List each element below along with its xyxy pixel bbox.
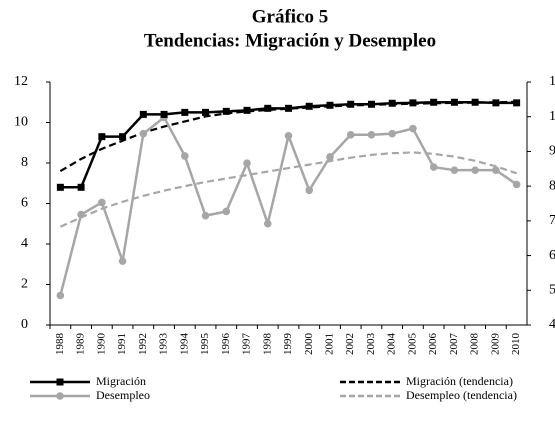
marker [201, 211, 210, 220]
x-tick-label: 2004 [386, 333, 398, 356]
marker [347, 100, 355, 108]
x-tick-label: 2000 [303, 333, 315, 356]
series-line [59, 115, 518, 296]
series-line [59, 151, 517, 228]
marker [98, 133, 106, 141]
marker [513, 99, 521, 107]
x-tick-label: 1993 [158, 333, 170, 356]
x-tick-label: 1998 [261, 333, 273, 356]
x-tick-label: 2006 [427, 333, 439, 356]
marker [222, 207, 231, 216]
marker [77, 183, 85, 191]
marker [243, 106, 251, 114]
x-tick-label: 1999 [282, 333, 294, 356]
legend-label: Desempleo [96, 388, 150, 402]
x-tick-label: 1995 [199, 333, 211, 356]
chart-title: Gráfico 5 [252, 6, 329, 27]
marker [202, 108, 210, 116]
y2-tick-label: 4 [549, 317, 555, 332]
x-tick-label: 2010 [510, 333, 522, 356]
marker [305, 102, 313, 110]
y2-tick-label: 7 [549, 213, 555, 228]
marker [181, 152, 189, 160]
x-tick-label: 1991 [116, 333, 128, 355]
marker [98, 198, 106, 207]
marker [388, 99, 396, 107]
x-tick-label: 1996 [220, 333, 232, 356]
legend-label: Migración (tendencia) [406, 374, 513, 388]
x-tick-label: 1990 [95, 333, 107, 356]
marker [77, 210, 85, 219]
y2-tick-label: 9 [549, 144, 555, 159]
series-line [60, 101, 517, 189]
y2-tick-label: 10 [549, 109, 555, 124]
marker [119, 133, 127, 141]
x-tick-label: 1997 [241, 333, 253, 356]
marker [285, 104, 292, 112]
marker [346, 130, 355, 139]
marker [492, 99, 500, 107]
legend-marker [56, 378, 64, 386]
y-tick-label: 6 [21, 196, 28, 211]
marker [305, 186, 314, 195]
marker [264, 104, 272, 112]
marker [409, 124, 417, 133]
marker [471, 166, 479, 174]
marker [56, 183, 64, 191]
x-tick-label: 2005 [406, 333, 418, 356]
marker [430, 98, 438, 106]
y2-tick-label: 6 [549, 248, 555, 263]
marker [450, 98, 458, 106]
legend-label: Desempleo (tendencia) [406, 388, 517, 402]
marker [326, 101, 334, 109]
x-tick-label: 2001 [324, 333, 336, 355]
marker [471, 98, 479, 106]
x-tick-label: 1994 [178, 333, 190, 356]
marker [160, 110, 168, 118]
marker [409, 99, 417, 107]
y2-tick-label: 8 [549, 178, 555, 193]
y-tick-label: 2 [21, 277, 28, 292]
marker [118, 257, 127, 265]
marker [263, 219, 272, 228]
x-tick-label: 2009 [489, 333, 501, 356]
marker [492, 166, 500, 174]
marker [367, 130, 376, 139]
y-tick-label: 4 [21, 236, 28, 251]
marker [512, 180, 521, 189]
marker [326, 153, 334, 161]
legend-marker [56, 392, 64, 400]
marker [388, 129, 396, 138]
marker [222, 107, 230, 115]
x-tick-label: 2002 [344, 333, 356, 355]
x-tick-label: 1989 [75, 333, 87, 356]
y-tick-label: 12 [14, 74, 28, 89]
chart-subtitle: Tendencias: Migración y Desempleo [144, 30, 436, 51]
y-tick-label: 8 [21, 155, 28, 170]
x-tick-label: 2003 [365, 333, 377, 356]
marker [139, 129, 148, 138]
x-tick-label: 2008 [469, 333, 481, 356]
marker [181, 108, 189, 116]
y2-tick-label: 5 [549, 283, 555, 298]
legend-label: Migración [96, 374, 146, 388]
x-tick-label: 1988 [54, 333, 66, 356]
y-tick-label: 0 [21, 317, 28, 332]
y-tick-label: 10 [14, 115, 28, 130]
marker [56, 291, 65, 300]
marker [367, 100, 375, 108]
x-tick-label: 2007 [448, 333, 460, 356]
x-tick-label: 1992 [137, 333, 149, 355]
marker [243, 159, 251, 168]
marker [139, 110, 147, 118]
marker [284, 132, 293, 140]
marker [429, 163, 438, 171]
marker [450, 166, 459, 174]
y2-tick-label: 11 [549, 74, 555, 89]
